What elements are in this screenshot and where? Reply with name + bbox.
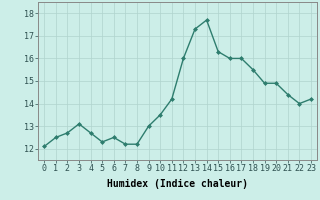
X-axis label: Humidex (Indice chaleur): Humidex (Indice chaleur) <box>107 179 248 189</box>
